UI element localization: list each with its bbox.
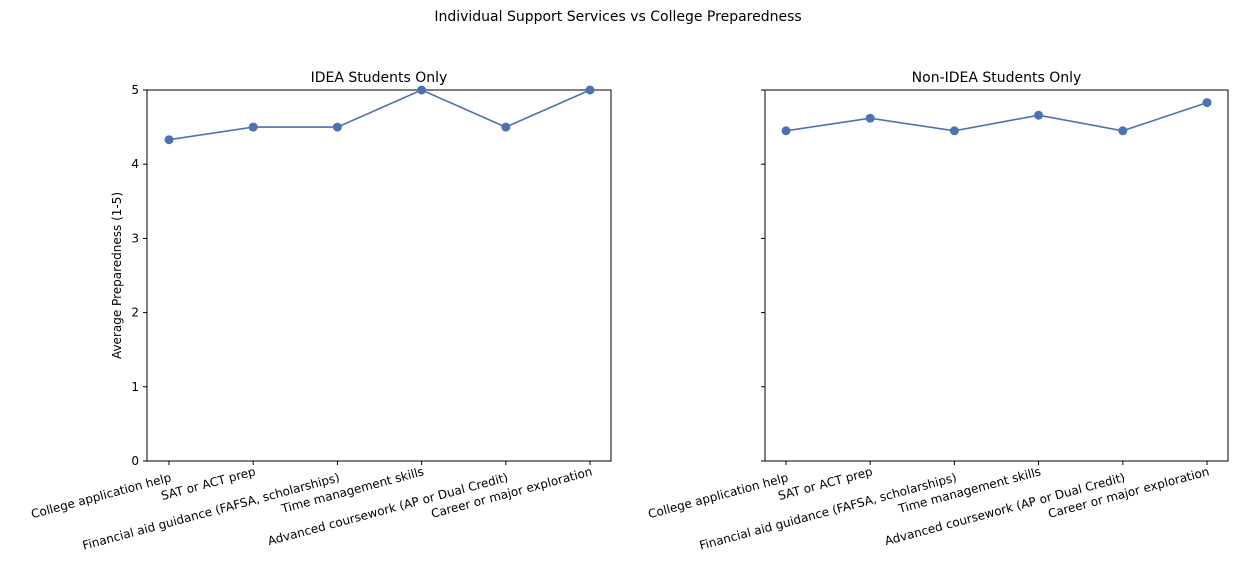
chart-panel-1: IDEA Students Only 0 1 2 3 4 5 Average Prepared… <box>30 70 612 553</box>
data-point <box>1202 98 1212 108</box>
data-point <box>164 135 174 145</box>
data-point <box>1118 126 1128 136</box>
figure-title: Individual Support Services vs College P… <box>434 9 801 25</box>
y-axis-label: Average Preparedness (1-5) <box>110 192 124 359</box>
data-point <box>417 85 427 95</box>
y-tick-label: 2 <box>131 306 139 320</box>
data-point <box>949 126 959 136</box>
data-point <box>332 122 342 132</box>
data-point <box>781 126 791 136</box>
series-line <box>785 101 1208 132</box>
panel-title: IDEA Students Only <box>311 70 448 86</box>
y-tick-label: 1 <box>131 380 139 394</box>
data-point <box>1034 110 1044 120</box>
panel-title: Non-IDEA Students Only <box>912 70 1082 86</box>
chart-panel-2: Non-IDEA Students Only College applicatio… <box>647 70 1229 553</box>
data-point <box>585 85 595 95</box>
series-line <box>168 89 591 141</box>
y-tick-label: 5 <box>131 83 139 97</box>
data-point <box>865 113 875 123</box>
plot-frame <box>764 89 1229 462</box>
data-point <box>501 122 511 132</box>
x-tick-label: College application help <box>30 470 173 521</box>
plot-frame <box>146 89 612 462</box>
y-tick-label: 4 <box>131 157 139 171</box>
x-tick-label: College application help <box>647 470 790 521</box>
y-tick-label: 0 <box>131 454 139 468</box>
y-tick-label: 3 <box>131 231 139 245</box>
data-point <box>248 122 258 132</box>
